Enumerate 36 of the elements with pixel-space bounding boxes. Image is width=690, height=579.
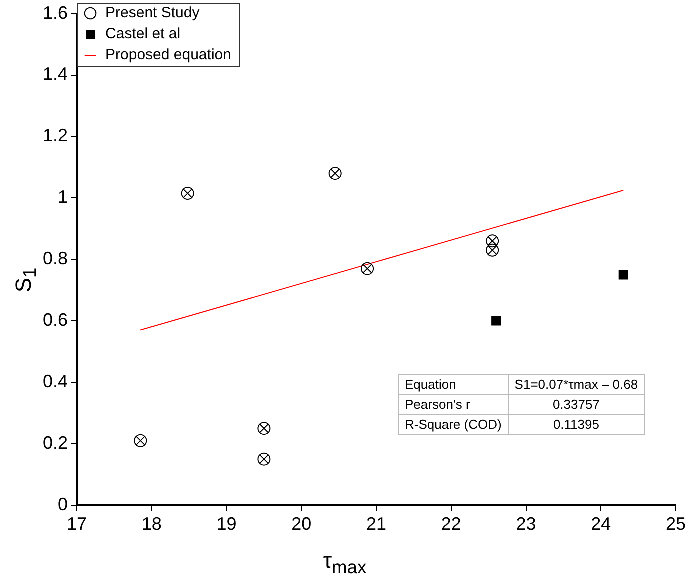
point (328, 167, 342, 180)
legend-label: Castel et al (106, 26, 181, 43)
annotation: Pearson's r (398, 394, 508, 414)
x-tick-label: 22 (441, 514, 462, 534)
point (618, 270, 628, 280)
point (134, 434, 148, 448)
point (258, 422, 271, 436)
legend-label: Present Study (106, 4, 200, 22)
y-tick-label: 0.8 (42, 248, 68, 269)
annotation: 0.11395 (508, 414, 645, 434)
y-tick-label: 1.6 (42, 2, 68, 23)
y-tick-label: 0.4 (42, 371, 68, 392)
x-tick-label: 18 (142, 514, 162, 534)
x-tick-label: 25 (666, 514, 686, 534)
y-tick-label: 0 (58, 494, 68, 514)
x-tick-label: 23 (516, 514, 536, 534)
y-tick-label: 1.4 (42, 64, 68, 84)
x-tick-label: 17 (67, 514, 88, 534)
annotation: S1=0.07*τmax – 0.68 (508, 374, 645, 394)
annotation: R-Square (COD) (398, 414, 508, 434)
x-tick-label: 19 (216, 514, 237, 534)
annotation: 0.33757 (508, 394, 645, 414)
annotation: Equation (398, 374, 508, 394)
x-tick-label: 21 (366, 514, 387, 534)
legend-label: Proposed equation (106, 46, 232, 64)
x-tick-label: 20 (292, 514, 312, 534)
y-tick-label: 0.2 (42, 432, 68, 453)
point (361, 262, 374, 276)
point (181, 187, 194, 200)
x-axis-title: τ$_{max}$ (322, 548, 368, 578)
x-tick-label: 24 (591, 514, 612, 534)
point (258, 452, 271, 466)
y-tick-label: 0.6 (42, 310, 68, 330)
y-tick-label: 1 (58, 187, 68, 208)
point (492, 316, 502, 326)
y-tick-label: 1.2 (42, 126, 68, 146)
